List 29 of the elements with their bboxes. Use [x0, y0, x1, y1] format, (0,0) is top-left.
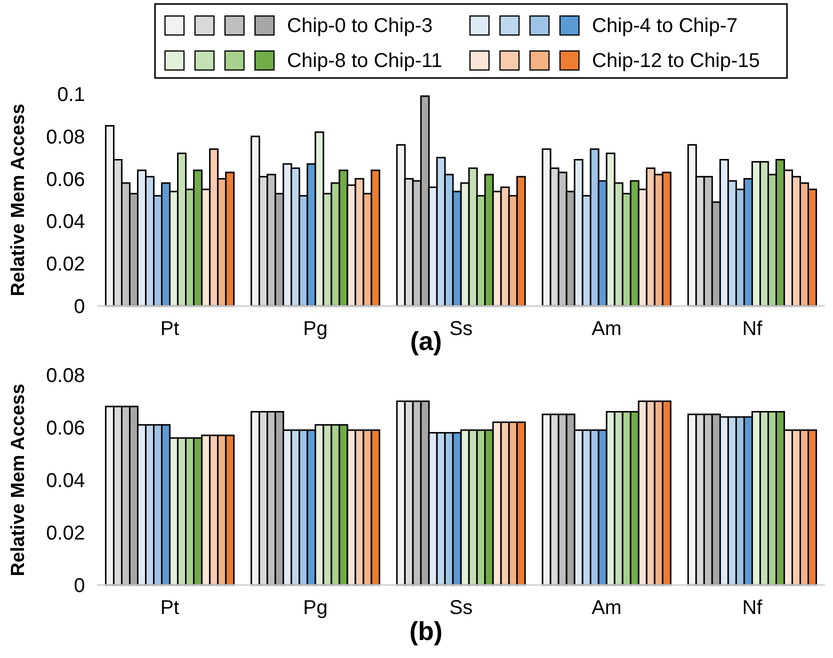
text: (b): [409, 616, 443, 646]
legend-label: Chip-12 to Chip-15: [592, 50, 760, 72]
legend-label: Chip-4 to Chip-7: [592, 15, 738, 37]
y-tick-label: 0.08: [46, 365, 85, 387]
x-tick-label: Pt: [160, 318, 180, 340]
y-tick-label: 0.06: [46, 418, 85, 440]
legend-label: Chip-0 to Chip-3: [287, 15, 433, 37]
x-tick-label: Nf: [742, 318, 763, 340]
y-tick-label: 0.04: [46, 470, 85, 492]
y-tick-label: 0: [74, 296, 85, 318]
y-axis-title: Relative Mem Access: [8, 104, 29, 296]
x-tick-label: Pg: [303, 597, 328, 619]
x-tick-label: Am: [592, 597, 622, 619]
y-tick-label: 0: [74, 575, 85, 597]
x-tick-label: Nf: [742, 597, 763, 619]
x-tick-label: Ss: [449, 318, 473, 340]
text: (a): [410, 326, 442, 356]
x-tick-label: Am: [592, 318, 622, 340]
y-tick-label: 0.08: [46, 126, 85, 148]
y-tick-label: 0.04: [46, 211, 85, 234]
y-tick-label: 0.06: [46, 168, 85, 191]
y-tick-label: 0.1: [57, 84, 85, 106]
y-tick-label: 0.02: [46, 254, 85, 276]
x-tick-label: Ss: [449, 597, 473, 619]
legend-label: Chip-8 to Chip-11: [287, 50, 442, 72]
x-tick-label: Pt: [160, 597, 180, 619]
y-tick-label: 0.02: [46, 522, 85, 544]
x-tick-label: Pg: [303, 318, 328, 340]
y-axis-title: Relative Mem Access: [8, 384, 29, 576]
